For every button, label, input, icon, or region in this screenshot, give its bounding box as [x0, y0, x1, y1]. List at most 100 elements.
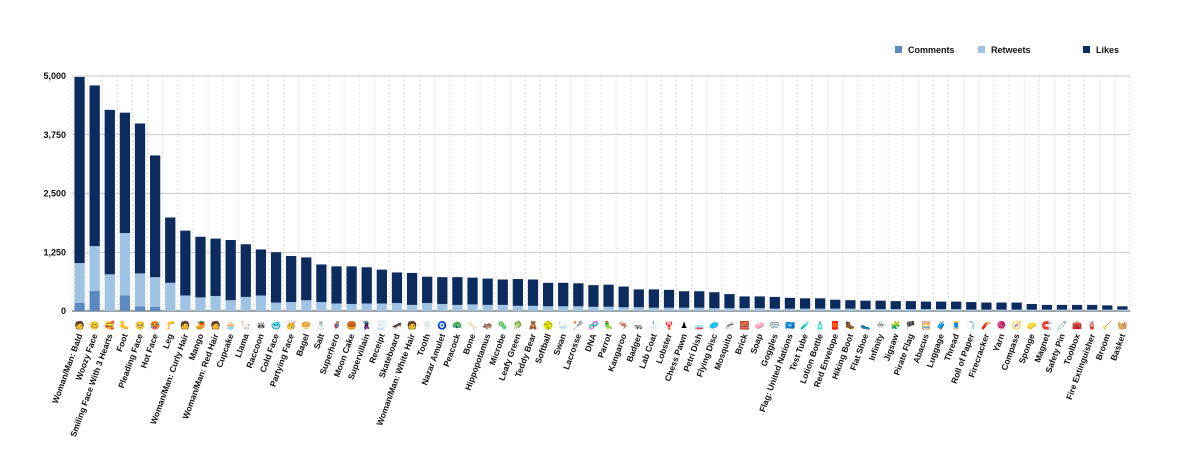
bar-segment-retweets	[180, 295, 191, 311]
bar-segment-likes	[270, 252, 282, 303]
bar-segment-retweets	[830, 308, 841, 311]
bar-segment-comments	[89, 290, 100, 311]
bar-segment-retweets	[1087, 309, 1098, 311]
bar-segment-retweets	[467, 304, 478, 311]
bar-segment-comments	[119, 295, 131, 311]
bar-segment-likes	[255, 249, 267, 296]
emoji-icon: 🧁	[226, 320, 236, 330]
bar-segment-comments	[134, 306, 146, 311]
bar-segment-likes	[784, 297, 796, 309]
bar-segment-likes	[694, 291, 705, 308]
bar-segment-likes	[195, 236, 206, 298]
bar-segment-retweets	[603, 306, 614, 311]
bar-segment-retweets	[482, 304, 493, 311]
bar-segment-likes	[588, 285, 599, 307]
bar-segment-likes	[769, 296, 780, 309]
bar-segment-retweets	[1117, 309, 1128, 311]
bar-segment-likes	[119, 112, 131, 233]
bar-segment-likes	[1056, 304, 1068, 310]
emoji-icon: 🦙	[241, 320, 251, 330]
emoji-icon: 🧼	[755, 321, 765, 330]
bar-segment-likes	[799, 298, 811, 309]
bar-segment-likes	[210, 238, 221, 296]
bar-segment-likes	[89, 85, 100, 247]
bar-segment-likes	[512, 279, 524, 306]
bar-segment-likes	[603, 284, 614, 307]
emoji-icon: 🦞	[664, 320, 674, 330]
bar-segment-likes	[467, 277, 478, 305]
bar-segment-likes	[165, 217, 176, 283]
bar-segment-retweets	[724, 308, 735, 311]
bar-segment-retweets	[694, 307, 705, 311]
bar-segment-retweets	[270, 302, 282, 311]
emoji-icon: 🥳	[286, 320, 296, 330]
emoji-icon: 🦟	[724, 321, 734, 330]
emoji-icon: 🥺	[135, 321, 145, 330]
emoji-icon: 🧴	[815, 320, 825, 330]
y-tick-label: 1,250	[43, 247, 66, 257]
emoji-icon: 🥿	[861, 321, 871, 330]
emoji-icon: 🧨	[981, 320, 991, 330]
emoji-icon: 🥎	[542, 320, 553, 330]
y-axis: 0 1,250 2,500 3,750 5,000	[43, 71, 66, 316]
emoji-icon: 🧵	[951, 320, 961, 330]
emoji-icon: 🧽	[1027, 321, 1038, 330]
emoji-icon: 🧺	[1117, 321, 1127, 330]
bar-segment-retweets	[845, 308, 856, 311]
bar-segment-retweets	[1026, 309, 1037, 311]
emoji-icon: 🧑	[180, 320, 190, 330]
bar-segment-retweets	[573, 306, 584, 311]
bar-segment-retweets	[255, 295, 267, 311]
emoji-icon: 🥏	[709, 320, 719, 330]
y-tick-label: 2,500	[43, 189, 66, 199]
bar-segment-retweets	[739, 308, 750, 311]
bar-segment-likes	[1026, 303, 1037, 310]
emoji-icon: 🧑	[75, 320, 85, 330]
bar-segment-likes	[951, 301, 962, 310]
bar-segment-likes	[648, 289, 660, 308]
legend-swatch	[895, 46, 902, 53]
bar-segment-likes	[134, 123, 146, 274]
bar-segment-retweets	[361, 303, 372, 311]
emoji-icon: 🦡	[634, 321, 644, 330]
bar-segment-retweets	[286, 302, 297, 311]
bar-segment-retweets	[210, 295, 221, 311]
legend-swatch	[978, 46, 985, 53]
bar-segment-likes	[724, 294, 735, 309]
bar-segment-likes	[527, 279, 539, 306]
bar-segment-retweets	[225, 300, 236, 311]
legend-label: Comments	[908, 45, 955, 55]
bar-segment-likes	[1087, 304, 1098, 310]
emoji-icon: 🦴	[468, 320, 478, 330]
bar-segment-likes	[482, 278, 493, 305]
bar-segment-retweets	[542, 306, 554, 311]
x-tick-label: Salt	[312, 332, 327, 350]
bar-segment-likes	[1117, 306, 1128, 310]
emoji-icon: ♟	[681, 321, 688, 330]
bar-segment-retweets	[376, 303, 387, 311]
bar-segment-retweets	[996, 309, 1007, 311]
bar-segment-retweets	[966, 309, 977, 311]
emoji-icon: 🦛	[483, 321, 493, 330]
bar-segment-retweets	[149, 277, 161, 307]
bar-segment-retweets	[89, 246, 100, 291]
emoji-icon: 🧰	[1072, 321, 1082, 330]
legend-item-comments: Comments	[895, 45, 955, 55]
x-tick-label: Yarn	[991, 332, 1007, 353]
bar-segment-likes	[875, 300, 886, 310]
bar-segment-likes	[966, 302, 977, 310]
bar-segment-retweets	[618, 307, 629, 311]
bar-segment-retweets	[195, 297, 206, 311]
y-tick-label: 0	[61, 306, 66, 316]
bar-segment-comments	[149, 306, 161, 311]
emoji-icon: 🦠	[498, 320, 508, 330]
emoji-icon: 🦚	[452, 321, 462, 330]
emoji-icon: 🧻	[966, 320, 976, 330]
y-tick-label: 5,000	[43, 71, 66, 81]
bar-segment-likes	[618, 286, 629, 308]
emoji-icon: 🥴	[90, 321, 100, 330]
bar-segment-retweets	[920, 309, 932, 311]
bar-segment-likes	[1041, 304, 1053, 310]
bar-segment-likes	[74, 76, 85, 264]
